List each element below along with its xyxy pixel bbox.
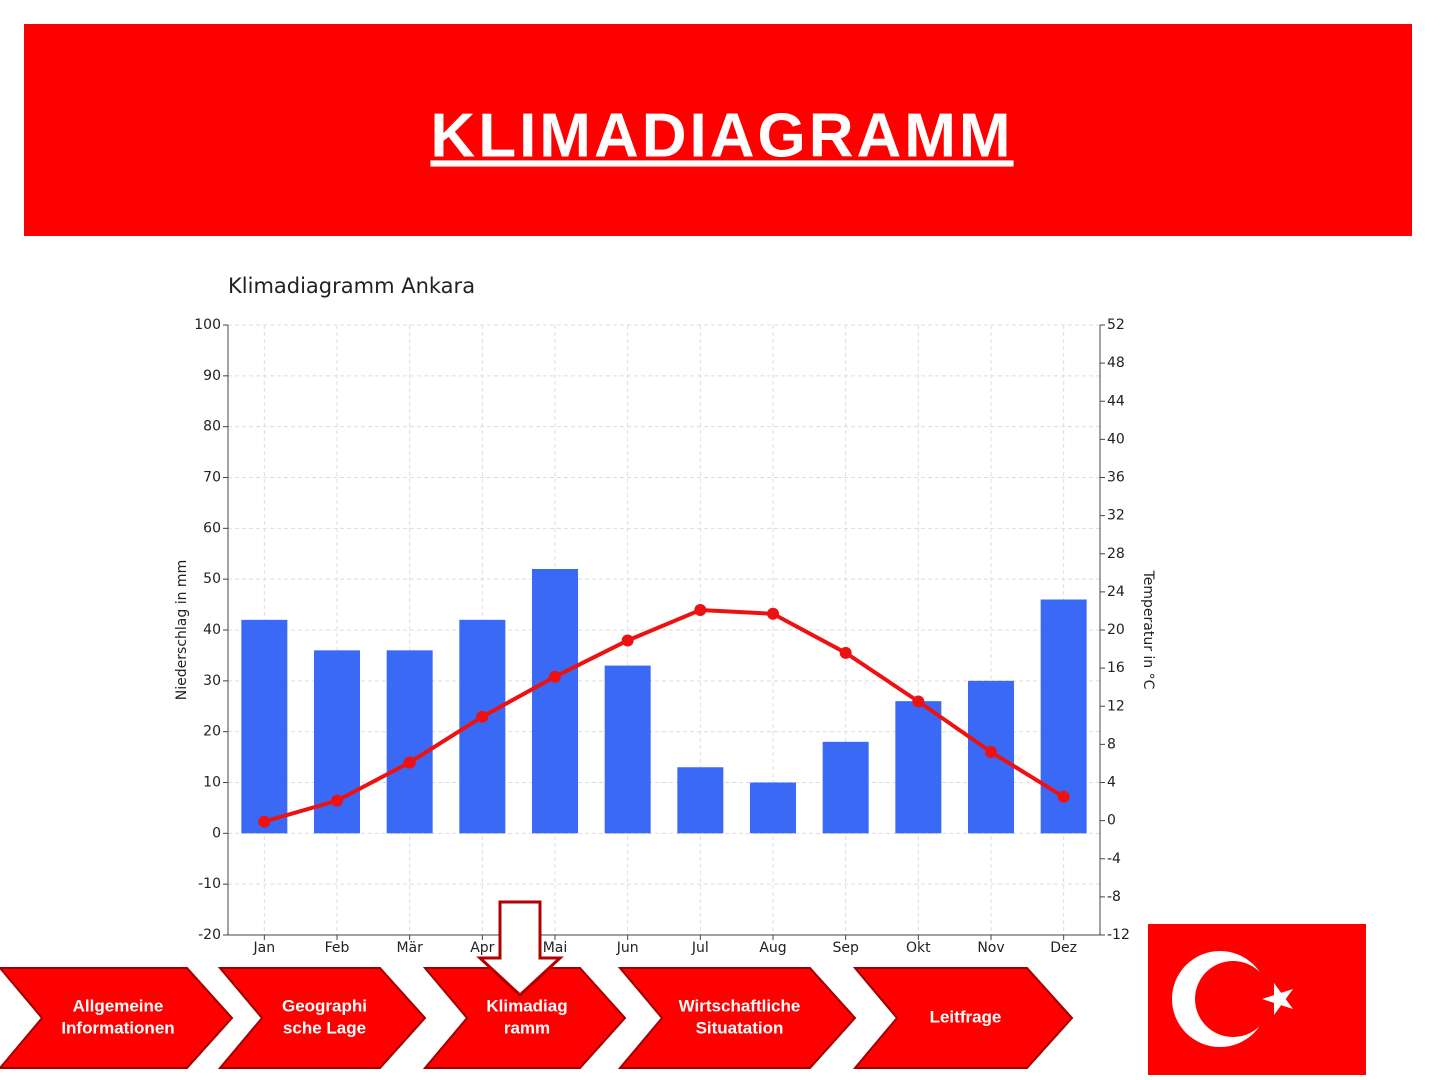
y-tick-label: 60 <box>203 520 221 536</box>
x-tick-label: Sep <box>832 940 859 956</box>
bar <box>677 767 724 834</box>
x-tick-label: Dez <box>1050 940 1077 956</box>
nav-label[interactable]: Leitfrage <box>930 1007 1002 1026</box>
navigation: Allgemeine Informationen Geographi sche Lag… <box>0 967 1074 1069</box>
bar <box>532 569 578 834</box>
x-tick-label: Mär <box>396 940 423 956</box>
y-tick-label: 40 <box>203 622 221 638</box>
bar <box>822 741 869 834</box>
nav-label[interactable]: Situatation <box>696 1018 784 1037</box>
y-tick-label: 50 <box>203 571 221 587</box>
y2-tick-label: 44 <box>1107 393 1125 409</box>
y-tick-label: -20 <box>198 927 221 943</box>
line-point <box>694 603 707 616</box>
x-tick-label: Nov <box>977 940 1004 956</box>
nav-label[interactable]: Allgemeine <box>73 996 164 1015</box>
y2-tick-label: 8 <box>1107 736 1116 752</box>
y-tick-label: -10 <box>198 876 221 892</box>
y2-tick-label: 12 <box>1107 698 1125 714</box>
y-tick-label: 10 <box>203 775 221 791</box>
y-tick-label: 30 <box>203 673 221 689</box>
nav-label[interactable]: Geographi <box>282 996 367 1015</box>
line-point <box>985 746 997 758</box>
flag-star <box>1262 983 1293 1015</box>
chart-title: Klimadiagramm Ankara <box>228 274 475 298</box>
flag-crescent-cut <box>1195 961 1271 1037</box>
line-point <box>549 670 561 683</box>
y2-tick-label: 4 <box>1107 775 1116 791</box>
nav-label[interactable]: sche Lage <box>283 1018 366 1037</box>
y-tick-label: 20 <box>203 724 221 740</box>
bar <box>241 619 288 834</box>
bar <box>895 701 942 834</box>
y2-axis-label: Temperatur in °C <box>1140 570 1156 690</box>
current-arrow <box>476 900 564 998</box>
line-point <box>258 815 271 828</box>
y2-tick-label: 40 <box>1107 431 1125 447</box>
slide-title: KLIMADIAGRAMM <box>430 101 1013 170</box>
y-tick-label: 100 <box>194 317 221 333</box>
y-tick-label: 0 <box>212 825 221 841</box>
y2-tick-label: 0 <box>1107 813 1116 829</box>
nav-label[interactable]: Informationen <box>61 1018 174 1037</box>
x-tick-label: Aug <box>759 940 786 956</box>
x-tick-label: Mai <box>543 940 568 956</box>
nav-label[interactable]: ramm <box>504 1018 550 1037</box>
header-band <box>24 24 1412 236</box>
x-tick-label: Okt <box>906 940 931 956</box>
y2-tick-label: -12 <box>1107 927 1130 943</box>
nav-chevron[interactable] <box>852 967 1074 1069</box>
nav-chevron[interactable] <box>617 967 857 1069</box>
line-point <box>476 710 489 723</box>
bar <box>386 650 433 834</box>
line-point <box>767 607 779 620</box>
x-tick-label: Feb <box>325 940 350 956</box>
y2-tick-label: 36 <box>1107 470 1125 486</box>
y-tick-label: 80 <box>203 419 221 435</box>
line-point <box>839 646 852 659</box>
nav-chevron[interactable] <box>217 967 427 1069</box>
line-point <box>912 695 925 708</box>
y-axis-label: Niederschlag in mm <box>174 560 190 700</box>
x-tick-label: Jun <box>616 940 639 956</box>
y2-tick-label: -4 <box>1107 851 1121 867</box>
nav-label[interactable]: Wirtschaftliche <box>679 996 801 1015</box>
line-point <box>1057 790 1070 803</box>
y-tick-label: 90 <box>203 368 221 384</box>
bar <box>750 782 796 834</box>
y2-tick-label: 20 <box>1107 622 1125 638</box>
line-point <box>621 634 634 647</box>
y2-tick-label: 32 <box>1107 508 1125 524</box>
x-tick-label: Apr <box>470 940 494 956</box>
y-tick-label: 70 <box>203 470 221 486</box>
nav-chevron[interactable] <box>0 967 234 1069</box>
y2-tick-label: 24 <box>1107 584 1125 600</box>
nav-chevron[interactable] <box>422 967 627 1069</box>
y2-tick-label: 48 <box>1107 355 1125 371</box>
bar <box>604 665 651 834</box>
y2-tick-label: 28 <box>1107 546 1125 562</box>
y2-tick-label: 52 <box>1107 317 1125 333</box>
y2-tick-label: -8 <box>1107 889 1121 905</box>
chart: Jan Feb Mär Apr Mai Jun Jul Aug Sep Okt Nov Dez -20 -… <box>194 317 1130 956</box>
line <box>263 607 1065 824</box>
line-point <box>403 756 416 769</box>
line-point <box>331 794 343 807</box>
x-tick-label: Jul <box>691 940 709 956</box>
x-tick-label: Jan <box>253 940 276 956</box>
y2-tick-label: 16 <box>1107 660 1125 676</box>
nav-label[interactable]: Klimadiag <box>486 996 567 1015</box>
